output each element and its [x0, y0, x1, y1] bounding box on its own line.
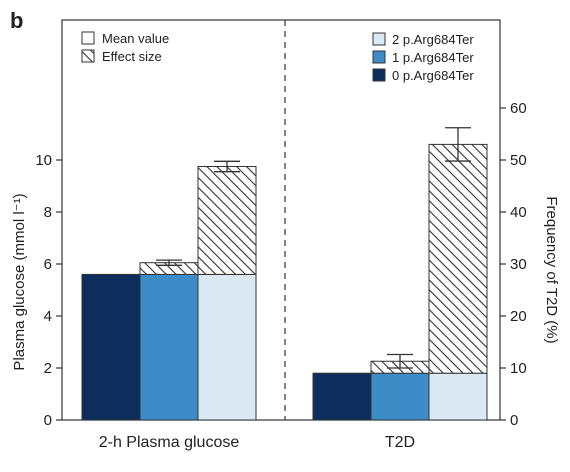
- right-tick-label: 30: [510, 256, 527, 273]
- left-axis: 0 2 4 6 8 10: [35, 152, 62, 429]
- left-tick-label: 0: [44, 412, 52, 429]
- error-bar-allele-2: [214, 160, 240, 173]
- category-label: 2-h Plasma glucose: [99, 434, 240, 451]
- legend-swatch-2-allele: [372, 32, 386, 46]
- legend-label-1-allele: 1 p.Arg684Ter: [392, 50, 474, 65]
- legend-label-mean-value: Mean value: [102, 31, 169, 46]
- right-tick-label: 20: [510, 308, 527, 325]
- panel-label: b: [10, 8, 23, 33]
- left-tick-label: 6: [44, 256, 52, 273]
- error-bar-allele-1: [387, 353, 413, 369]
- legend-label-effect-size: Effect size: [102, 49, 162, 64]
- right-tick-label: 10: [510, 360, 527, 377]
- right-tick-label: 40: [510, 204, 527, 221]
- legend-swatch-mean-value: [81, 31, 95, 45]
- bar-mean-allele-1: [139, 273, 199, 421]
- right-axis: 0 10 20 30 40 50 60: [500, 100, 527, 429]
- legend-swatch-0-allele: [372, 68, 386, 82]
- left-tick-label: 2: [44, 360, 52, 377]
- error-bar-allele-2: [445, 127, 471, 162]
- right-tick-label: 0: [510, 412, 518, 429]
- bar-mean-allele-0: [81, 273, 141, 421]
- legend-swatch-effect-size: [81, 49, 95, 63]
- bar-mean-allele-2: [428, 372, 488, 421]
- bar-mean-allele-1: [370, 372, 430, 421]
- bar-mean-allele-2: [197, 273, 257, 421]
- left-axis-label: Plasma glucose (mmol l⁻¹): [11, 193, 28, 370]
- bars: [81, 127, 488, 421]
- bar-effect-allele-2: [428, 143, 488, 374]
- left-tick-label: 4: [44, 308, 52, 325]
- legend-left: Mean value Effect size: [81, 31, 169, 64]
- plot-frame: [61, 19, 501, 421]
- legend-swatch-1-allele: [372, 50, 386, 64]
- legend-right: 2 p.Arg684Ter 1 p.Arg684Ter 0 p.Arg684Te…: [372, 32, 474, 83]
- legend-label-2-allele: 2 p.Arg684Ter: [392, 32, 474, 47]
- right-tick-label: 50: [510, 152, 527, 169]
- bar-effect-allele-2: [197, 166, 257, 275]
- error-bar-allele-1: [156, 259, 182, 266]
- left-tick-label: 10: [35, 152, 52, 169]
- right-tick-label: 60: [510, 100, 527, 117]
- category-axis: 2-h Plasma glucose T2D: [99, 434, 415, 451]
- legend-label-0-allele: 0 p.Arg684Ter: [392, 68, 474, 83]
- bar-mean-allele-0: [312, 372, 372, 421]
- category-label: T2D: [385, 434, 415, 451]
- right-axis-label: Frequency of T2D (%): [543, 196, 560, 343]
- left-tick-label: 8: [44, 204, 52, 221]
